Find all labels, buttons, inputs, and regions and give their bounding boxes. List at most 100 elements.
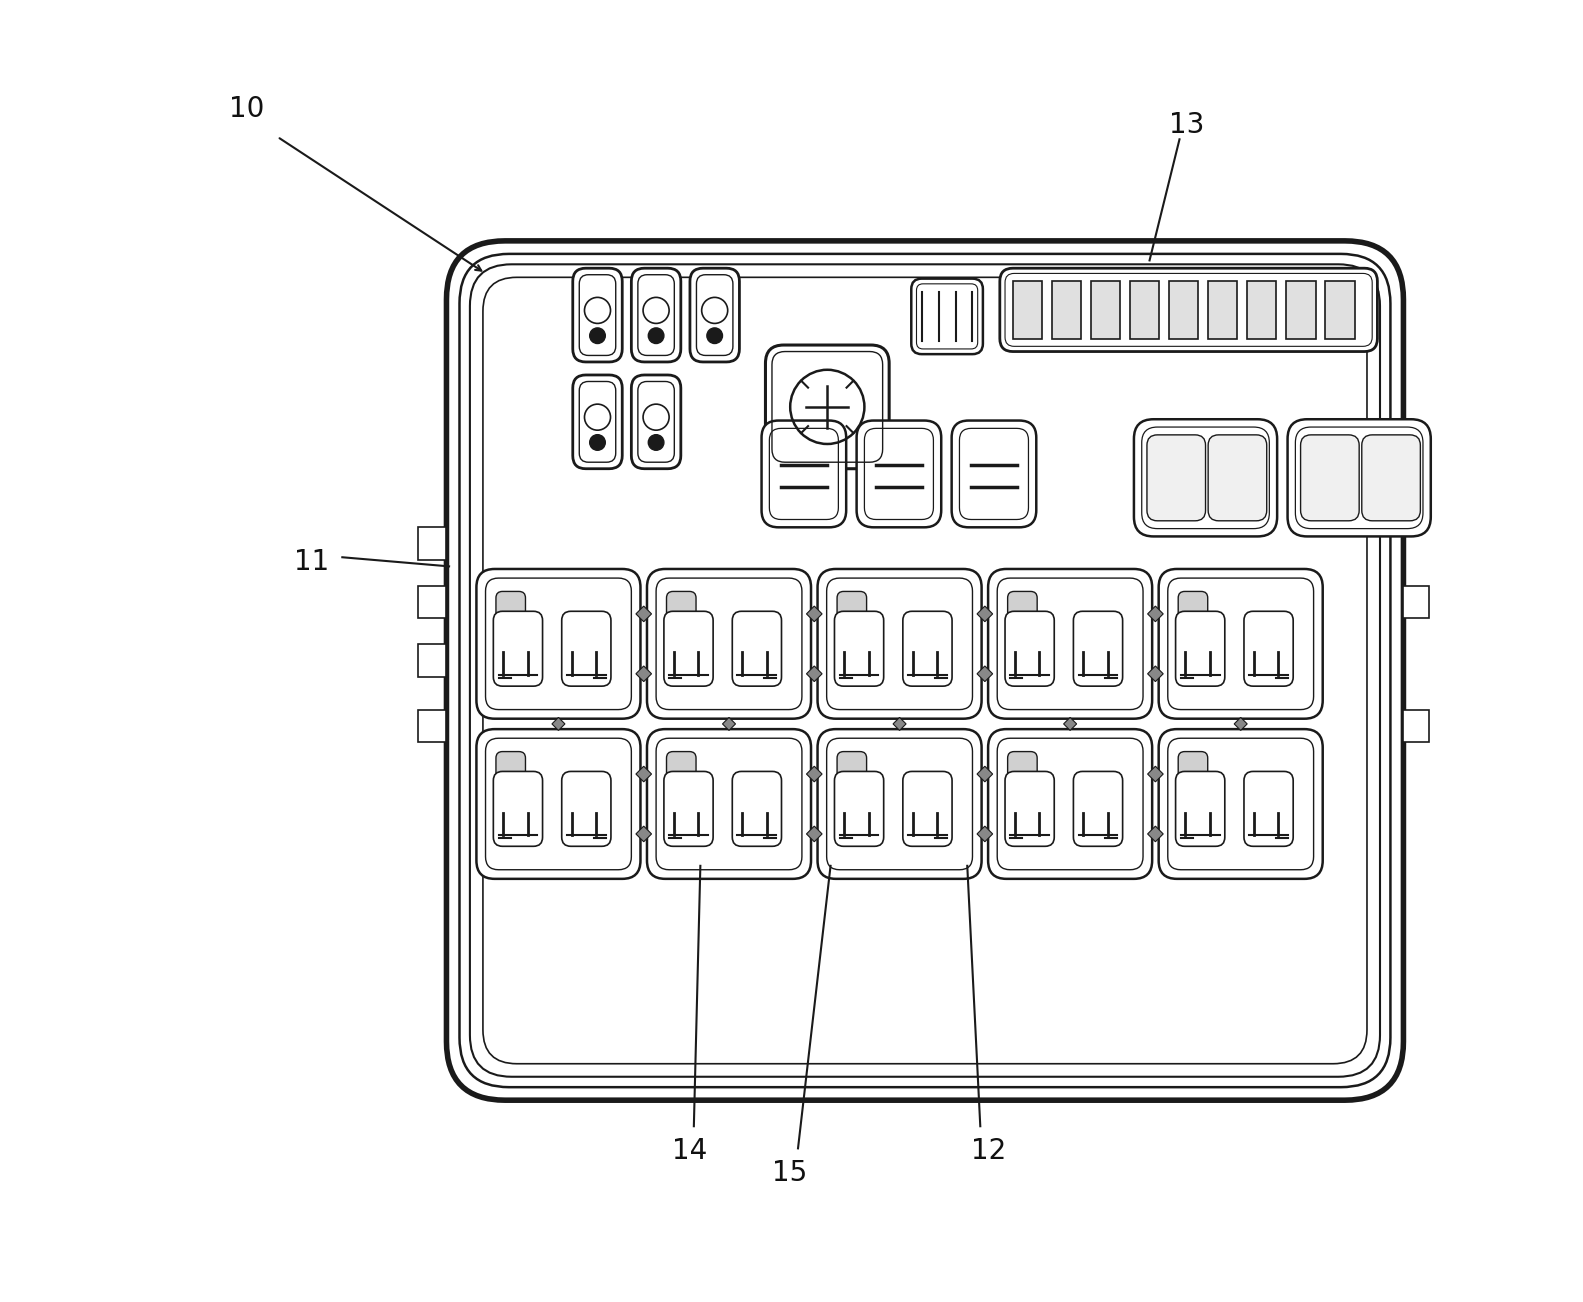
Bar: [1051, 281, 1081, 339]
Circle shape: [708, 328, 722, 344]
FancyBboxPatch shape: [1244, 771, 1293, 846]
Polygon shape: [977, 766, 993, 781]
FancyBboxPatch shape: [1244, 611, 1293, 686]
FancyBboxPatch shape: [1301, 435, 1360, 521]
Text: 11: 11: [294, 548, 329, 577]
Text: 12: 12: [972, 1137, 1007, 1165]
FancyBboxPatch shape: [817, 569, 981, 719]
FancyBboxPatch shape: [476, 729, 641, 879]
FancyBboxPatch shape: [446, 241, 1404, 1100]
Polygon shape: [977, 607, 993, 622]
Polygon shape: [806, 607, 822, 622]
Polygon shape: [977, 665, 993, 682]
FancyBboxPatch shape: [912, 279, 983, 354]
Polygon shape: [1148, 665, 1164, 682]
FancyBboxPatch shape: [856, 421, 942, 527]
Bar: [1325, 281, 1355, 339]
Polygon shape: [977, 825, 993, 841]
Polygon shape: [636, 766, 652, 781]
Text: 10: 10: [230, 95, 264, 124]
FancyBboxPatch shape: [495, 751, 526, 789]
FancyBboxPatch shape: [988, 569, 1152, 719]
FancyBboxPatch shape: [1073, 771, 1122, 846]
Bar: [1404, 710, 1429, 742]
Polygon shape: [806, 766, 822, 781]
FancyBboxPatch shape: [666, 751, 697, 789]
FancyBboxPatch shape: [834, 771, 883, 846]
Polygon shape: [806, 665, 822, 682]
FancyBboxPatch shape: [494, 771, 543, 846]
Polygon shape: [806, 825, 822, 841]
FancyBboxPatch shape: [495, 591, 526, 629]
FancyBboxPatch shape: [1176, 771, 1225, 846]
FancyBboxPatch shape: [837, 751, 866, 789]
Circle shape: [649, 328, 663, 344]
FancyBboxPatch shape: [1159, 729, 1323, 879]
FancyBboxPatch shape: [632, 375, 681, 469]
FancyBboxPatch shape: [562, 611, 611, 686]
FancyBboxPatch shape: [1361, 435, 1420, 521]
Polygon shape: [722, 717, 736, 730]
FancyBboxPatch shape: [1005, 611, 1054, 686]
FancyBboxPatch shape: [951, 421, 1037, 527]
FancyBboxPatch shape: [494, 611, 543, 686]
Bar: [1247, 281, 1276, 339]
FancyBboxPatch shape: [562, 771, 611, 846]
FancyBboxPatch shape: [1178, 591, 1208, 629]
Bar: [1404, 586, 1429, 618]
FancyBboxPatch shape: [902, 611, 951, 686]
Bar: [1287, 281, 1315, 339]
Polygon shape: [1148, 825, 1164, 841]
FancyBboxPatch shape: [1000, 268, 1377, 352]
Bar: [1091, 281, 1121, 339]
Bar: [1130, 281, 1159, 339]
FancyBboxPatch shape: [817, 729, 981, 879]
Circle shape: [590, 328, 605, 344]
Polygon shape: [1148, 607, 1164, 622]
FancyBboxPatch shape: [834, 611, 883, 686]
FancyBboxPatch shape: [1178, 751, 1208, 789]
FancyBboxPatch shape: [1073, 611, 1122, 686]
Bar: [418, 527, 446, 560]
FancyBboxPatch shape: [573, 268, 622, 362]
FancyBboxPatch shape: [1133, 419, 1277, 536]
FancyBboxPatch shape: [733, 771, 782, 846]
FancyBboxPatch shape: [690, 268, 739, 362]
Polygon shape: [1235, 717, 1247, 730]
FancyBboxPatch shape: [476, 569, 641, 719]
Bar: [418, 586, 446, 618]
Text: 14: 14: [671, 1137, 708, 1165]
FancyBboxPatch shape: [663, 611, 712, 686]
Polygon shape: [552, 717, 565, 730]
FancyBboxPatch shape: [766, 345, 890, 469]
Bar: [1208, 281, 1238, 339]
FancyBboxPatch shape: [1287, 419, 1431, 536]
FancyBboxPatch shape: [733, 611, 782, 686]
FancyBboxPatch shape: [988, 729, 1152, 879]
Polygon shape: [893, 717, 905, 730]
Polygon shape: [1064, 717, 1076, 730]
FancyBboxPatch shape: [647, 569, 810, 719]
FancyBboxPatch shape: [761, 421, 847, 527]
Polygon shape: [636, 825, 652, 841]
Text: 15: 15: [773, 1159, 807, 1187]
FancyBboxPatch shape: [1008, 751, 1037, 789]
FancyBboxPatch shape: [663, 771, 712, 846]
FancyBboxPatch shape: [1008, 591, 1037, 629]
Circle shape: [590, 435, 605, 450]
FancyBboxPatch shape: [573, 375, 622, 469]
FancyBboxPatch shape: [837, 591, 866, 629]
FancyBboxPatch shape: [1159, 569, 1323, 719]
FancyBboxPatch shape: [1208, 435, 1266, 521]
FancyBboxPatch shape: [1005, 771, 1054, 846]
Polygon shape: [636, 665, 652, 682]
FancyBboxPatch shape: [1148, 435, 1206, 521]
FancyBboxPatch shape: [902, 771, 951, 846]
FancyBboxPatch shape: [666, 591, 697, 629]
Polygon shape: [1148, 766, 1164, 781]
Text: 13: 13: [1170, 111, 1205, 139]
FancyBboxPatch shape: [647, 729, 810, 879]
FancyBboxPatch shape: [1176, 611, 1225, 686]
Bar: [1013, 281, 1042, 339]
Circle shape: [649, 435, 663, 450]
